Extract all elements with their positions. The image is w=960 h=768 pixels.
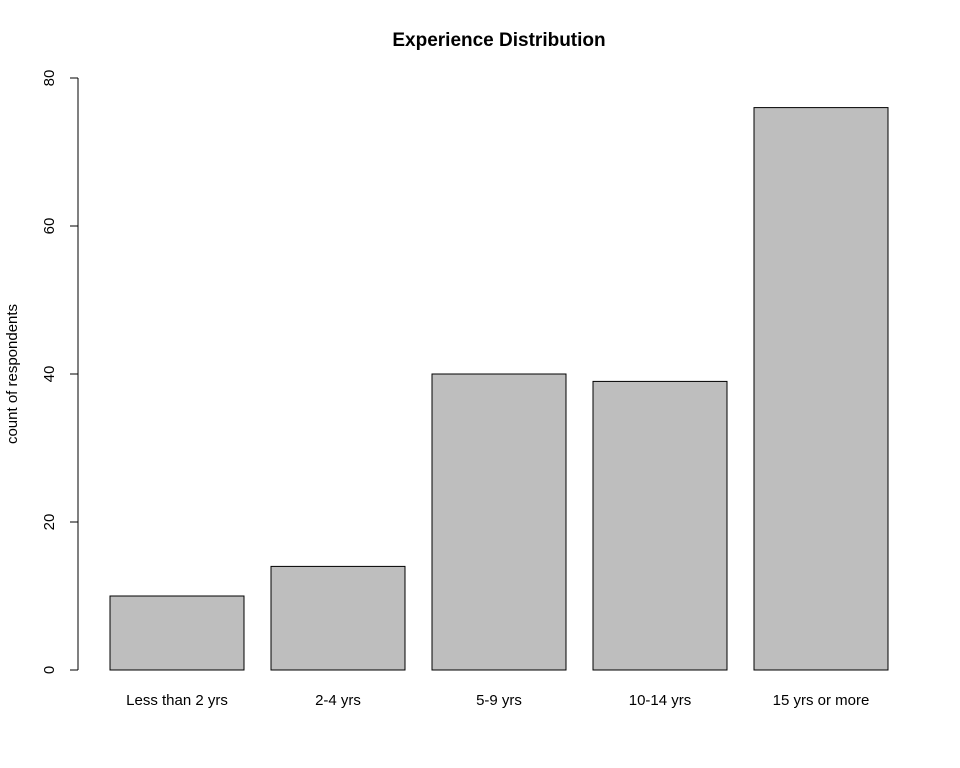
x-category-label: 2-4 yrs (315, 692, 361, 709)
y-tick-label: 80 (41, 70, 58, 87)
y-axis: 0 20 40 60 80 (41, 70, 79, 674)
x-category-label: 10-14 yrs (629, 692, 692, 709)
y-tick-label: 20 (41, 514, 58, 531)
y-tick-label: 60 (41, 218, 58, 235)
x-category-label: 5-9 yrs (476, 692, 522, 709)
x-category-label: Less than 2 yrs (126, 692, 228, 709)
x-axis-labels: Less than 2 yrs 2-4 yrs 5-9 yrs 10-14 yrs 15… (126, 692, 869, 709)
bars (109, 107, 889, 671)
chart-title: Experience Distribution (392, 30, 605, 51)
bar (753, 107, 889, 671)
bar (431, 373, 567, 671)
y-tick-label: 0 (41, 666, 58, 674)
bar (270, 565, 406, 671)
y-axis-label: count of respondents (4, 304, 21, 444)
y-tick-label: 40 (41, 366, 58, 383)
bar (109, 595, 245, 671)
bar (592, 380, 728, 671)
x-category-label: 15 yrs or more (773, 692, 870, 709)
